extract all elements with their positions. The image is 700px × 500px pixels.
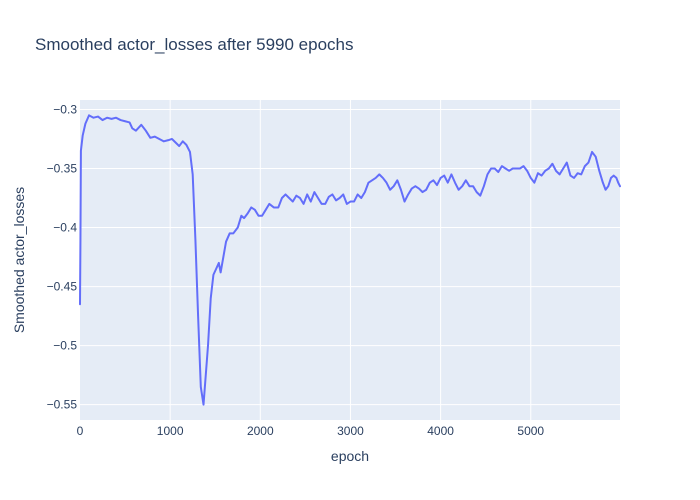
- x-tick-label: 1000: [157, 424, 184, 438]
- x-tick-label: 0: [77, 424, 84, 438]
- y-axis-title: Smoothed actor_losses: [11, 187, 27, 333]
- y-tick-label: −0.35: [47, 161, 78, 175]
- y-tick-label: −0.3: [53, 102, 77, 116]
- y-gridlines: [80, 108, 620, 406]
- y-tick-label: −0.4: [53, 221, 77, 235]
- series-line: [79, 114, 621, 406]
- y-tick-label: −0.55: [47, 398, 78, 412]
- x-axis-title: epoch: [331, 448, 369, 464]
- chart-title: Smoothed actor_losses after 5990 epochs: [35, 35, 353, 54]
- x-tick-label: 3000: [337, 424, 364, 438]
- x-tick-label: 5000: [517, 424, 544, 438]
- x-tick-label: 2000: [247, 424, 274, 438]
- y-axis-ticks: −0.3 −0.35 −0.4 −0.45 −0.5 −0.55: [47, 102, 78, 411]
- x-axis-ticks: 0 1000 2000 3000 4000 5000: [77, 424, 545, 438]
- y-tick-label: −0.5: [53, 339, 77, 353]
- x-gridlines: [169, 100, 532, 420]
- y-tick-label: −0.45: [47, 280, 78, 294]
- x-tick-label: 4000: [427, 424, 454, 438]
- series-group: [79, 114, 621, 406]
